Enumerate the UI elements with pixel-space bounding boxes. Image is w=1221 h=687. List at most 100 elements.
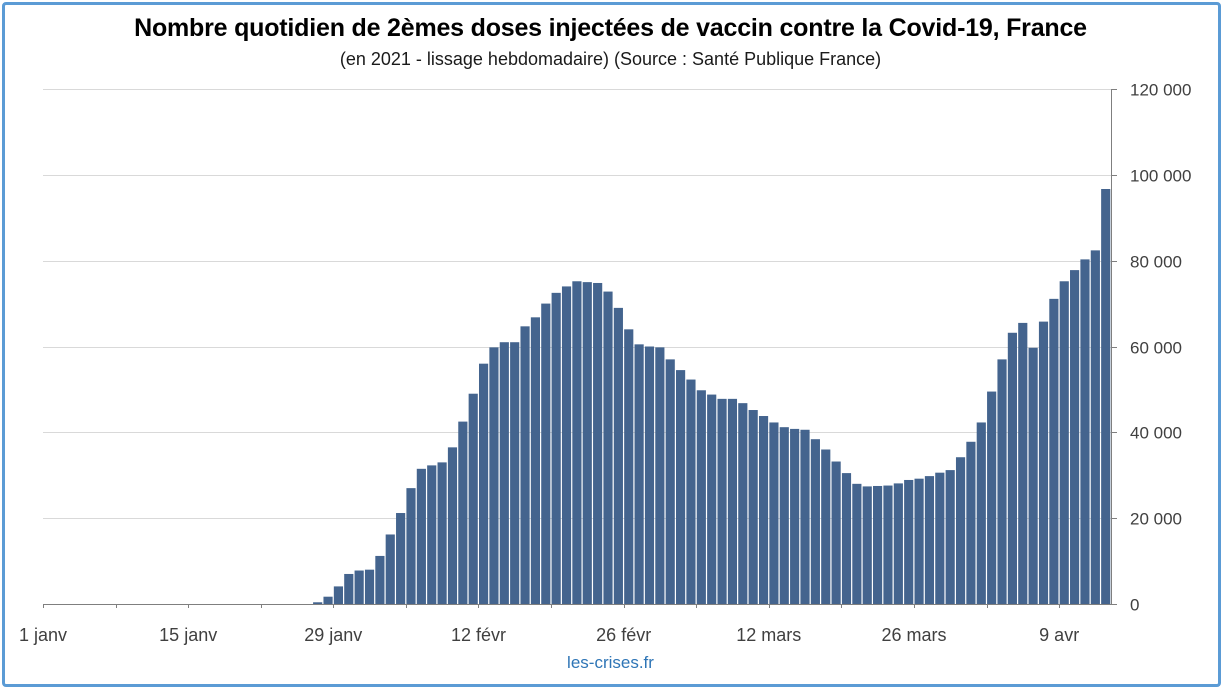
y-tick-label: 80 000 <box>1130 253 1182 272</box>
bar <box>354 570 364 604</box>
bar <box>748 410 758 604</box>
bar <box>821 449 831 604</box>
bar <box>479 363 489 604</box>
bar <box>790 428 800 604</box>
bar <box>1038 321 1049 604</box>
bar <box>1090 250 1100 604</box>
bar <box>644 346 655 604</box>
bar <box>375 555 385 604</box>
bar <box>572 281 582 604</box>
y-tick-label: 60 000 <box>1130 339 1182 358</box>
x-tick-label: 29 janv <box>304 625 362 645</box>
bar <box>313 602 323 604</box>
bar <box>458 421 468 604</box>
bar <box>427 465 437 604</box>
bar <box>499 342 509 604</box>
x-tick-label: 9 avr <box>1039 625 1079 645</box>
y-tick-label: 120 000 <box>1130 81 1191 100</box>
bar <box>416 468 426 604</box>
y-tick-labels: 0 20 000 40 000 60 000 80 000 100 000 120 000 <box>1130 81 1191 615</box>
bar <box>665 359 675 605</box>
x-tick-label: 1 janv <box>19 625 67 645</box>
bar <box>541 303 551 604</box>
bar <box>1018 322 1028 604</box>
bar <box>945 470 955 604</box>
bar <box>520 326 530 604</box>
bar <box>966 441 976 604</box>
bar <box>955 457 966 604</box>
bar <box>1059 281 1069 604</box>
bar <box>323 596 333 604</box>
bar <box>447 447 458 604</box>
x-tick-label: 12 mars <box>736 625 801 645</box>
bar <box>852 483 862 604</box>
bar <box>686 379 696 604</box>
bar <box>904 479 914 604</box>
source-link[interactable]: les-crises.fr <box>567 653 654 672</box>
chart-title: Nombre quotidien de 2èmes doses injectée… <box>134 14 1087 42</box>
bar <box>1070 270 1080 604</box>
bar <box>1028 347 1038 604</box>
axes <box>43 89 1117 608</box>
bar <box>696 390 706 604</box>
bar <box>924 476 935 604</box>
bar <box>489 347 499 604</box>
bar <box>613 307 623 605</box>
y-tick-label: 100 000 <box>1130 167 1191 186</box>
bar <box>841 473 852 604</box>
bar <box>935 472 945 604</box>
bar <box>1007 332 1017 604</box>
bar <box>396 513 406 604</box>
bar <box>468 393 478 604</box>
bar <box>561 286 572 604</box>
bar <box>582 282 592 605</box>
bar <box>779 427 789 604</box>
bar <box>344 573 354 604</box>
bar <box>862 486 872 604</box>
bar <box>676 370 686 604</box>
bar <box>831 461 841 604</box>
bar <box>707 394 717 604</box>
bar <box>333 586 343 604</box>
bar <box>551 292 561 604</box>
bars <box>313 189 1111 605</box>
bar <box>769 422 779 604</box>
bar <box>883 485 893 604</box>
chart-subtitle: (en 2021 - lissage hebdomadaire) (Source… <box>339 49 882 69</box>
x-tick-label: 26 mars <box>881 625 946 645</box>
bar <box>810 439 820 604</box>
x-tick-label: 15 janv <box>159 625 217 645</box>
bar <box>717 398 727 604</box>
bar <box>873 485 883 604</box>
bar <box>1101 189 1111 604</box>
bar <box>738 403 748 604</box>
y-tick-label: 40 000 <box>1130 424 1182 443</box>
bar <box>634 344 644 604</box>
bar <box>603 291 613 604</box>
bar <box>406 488 416 605</box>
bar <box>727 398 738 604</box>
bar <box>385 534 395 604</box>
x-tick-labels: 1 janv 15 janv 29 janv 12 févr 26 févr 12 mar… <box>19 625 1079 645</box>
bar <box>1049 298 1059 604</box>
bar <box>758 416 769 604</box>
bar <box>655 347 665 604</box>
bar <box>624 329 634 604</box>
y-tick-label: 20 000 <box>1130 510 1182 529</box>
bar <box>914 478 924 604</box>
bar <box>893 483 903 604</box>
bar <box>593 282 603 604</box>
bar <box>437 462 447 605</box>
bar <box>987 391 997 604</box>
x-tick-label: 26 févr <box>596 625 651 645</box>
x-tick-label: 12 févr <box>451 625 506 645</box>
bar <box>800 429 810 604</box>
bar <box>997 359 1007 605</box>
bar <box>976 422 986 604</box>
bar <box>364 569 375 604</box>
y-tick-label: 0 <box>1130 596 1139 615</box>
bar <box>1080 259 1090 604</box>
bar <box>510 342 520 604</box>
bar <box>530 317 541 604</box>
